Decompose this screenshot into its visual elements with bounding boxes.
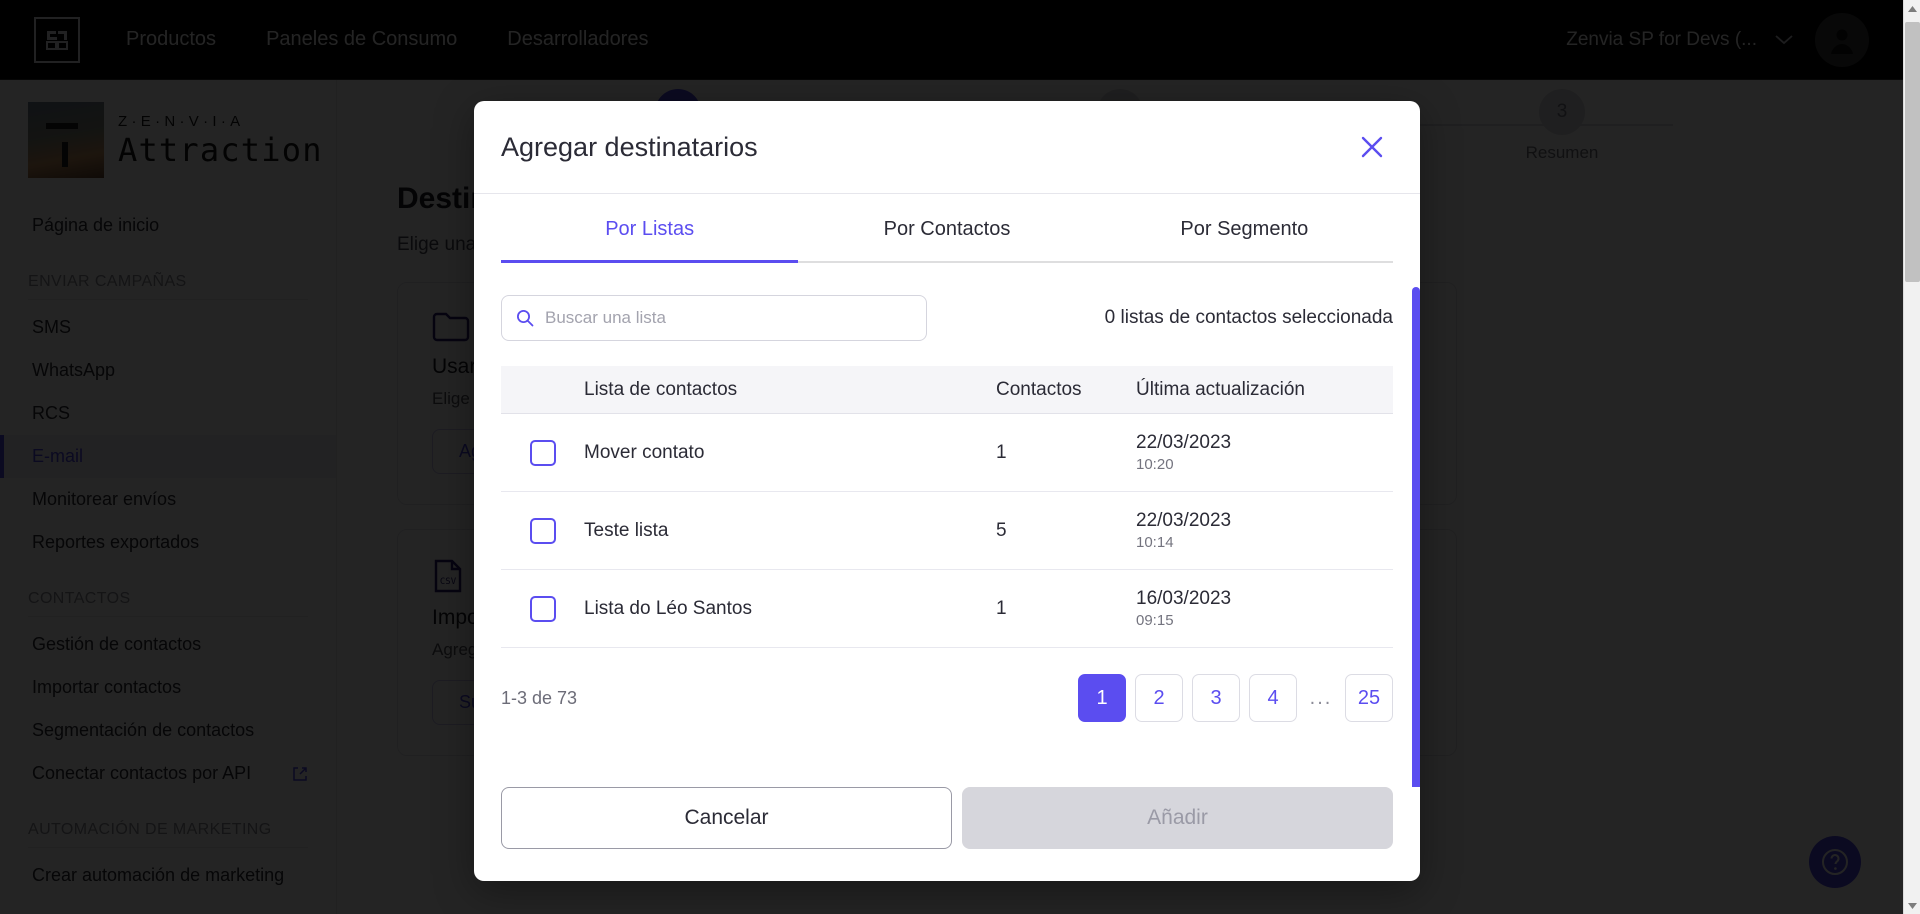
scroll-down-arrow-icon[interactable] <box>1904 897 1920 914</box>
table-cell-list-name: Teste lista <box>584 519 669 541</box>
modal-scrollbar-thumb[interactable] <box>1412 287 1420 787</box>
pagination-info: 1-3 de 73 <box>501 687 578 708</box>
pagination-ellipsis: ... <box>1309 686 1333 709</box>
table-header-contactos: Contactos <box>996 378 1082 400</box>
table-cell-checkbox <box>501 517 584 544</box>
table-cell-checkbox <box>501 439 584 466</box>
modal-body: Por Listas Por Contactos Por Segmento 0 … <box>474 194 1420 787</box>
contact-lists-table: Lista de contactos Contactos Última actu… <box>501 366 1393 648</box>
last-update-date: 16/03/2023 <box>1136 587 1232 609</box>
modal-footer: Cancelar Añadir <box>474 787 1420 881</box>
pagination-page-3[interactable]: 3 <box>1192 674 1240 722</box>
tab-por-contactos[interactable]: Por Contactos <box>883 218 1011 240</box>
row-checkbox[interactable] <box>529 595 556 622</box>
table-cell-checkbox <box>501 595 584 622</box>
agregar-destinatarios-modal: Agregar destinatarios Por Listas Por Con… <box>474 101 1420 881</box>
add-button: Añadir <box>962 787 1393 849</box>
search-box[interactable] <box>501 295 927 341</box>
table-row[interactable]: Mover contato 1 22/03/2023 10:20 <box>501 414 1393 492</box>
browser-scrollbar[interactable] <box>1903 0 1920 914</box>
pagination-page-2[interactable]: 2 <box>1135 674 1183 722</box>
pagination-page-1[interactable]: 1 <box>1078 674 1126 722</box>
pagination-page-4[interactable]: 4 <box>1249 674 1297 722</box>
table-cell-last-update: 22/03/2023 10:14 <box>1136 510 1393 552</box>
row-checkbox[interactable] <box>529 517 556 544</box>
table-cell-list-name: Mover contato <box>584 441 705 463</box>
tab-por-segmento[interactable]: Por Segmento <box>1180 218 1309 240</box>
search-input[interactable] <box>545 308 912 328</box>
table-header-row: Lista de contactos Contactos Última actu… <box>501 366 1393 414</box>
last-update-time: 10:20 <box>1136 456 1174 474</box>
pagination: 1-3 de 73 1 2 3 4 ... 25 <box>501 674 1393 722</box>
tab-por-listas[interactable]: Por Listas <box>501 194 799 263</box>
search-icon <box>517 310 534 327</box>
table-cell-list-name: Lista do Léo Santos <box>584 597 752 619</box>
close-icon[interactable] <box>1352 127 1392 167</box>
scroll-up-arrow-icon[interactable] <box>1904 0 1920 17</box>
row-checkbox[interactable] <box>529 439 556 466</box>
last-update-time: 10:14 <box>1136 534 1174 552</box>
selected-count-label: 0 listas de contactos seleccionada <box>1104 307 1393 328</box>
modal-header: Agregar destinatarios <box>474 101 1420 194</box>
cancel-button[interactable]: Cancelar <box>501 787 952 849</box>
pagination-page-last[interactable]: 25 <box>1345 674 1393 722</box>
pagination-pages: 1 2 3 4 ... 25 <box>1078 674 1393 722</box>
table-cell-last-update: 22/03/2023 10:20 <box>1136 432 1393 474</box>
last-update-date: 22/03/2023 <box>1136 431 1232 453</box>
modal-title: Agregar destinatarios <box>501 131 758 162</box>
table-cell-contact-count: 1 <box>996 597 1007 619</box>
table-row[interactable]: Teste lista 5 22/03/2023 10:14 <box>501 492 1393 570</box>
last-update-time: 09:15 <box>1136 612 1174 630</box>
table-header-ultima-actualizacion: Última actualización <box>1136 378 1305 400</box>
table-cell-contact-count: 5 <box>996 519 1007 541</box>
table-header-lista-de-contactos: Lista de contactos <box>584 378 738 400</box>
table-row[interactable]: Lista do Léo Santos 1 16/03/2023 09:15 <box>501 570 1393 648</box>
last-update-date: 22/03/2023 <box>1136 509 1232 531</box>
table-cell-last-update: 16/03/2023 09:15 <box>1136 588 1393 630</box>
filter-row: 0 listas de contactos seleccionada <box>501 295 1393 341</box>
modal-scrollbar[interactable] <box>1412 287 1420 787</box>
table-cell-contact-count: 1 <box>996 441 1007 463</box>
scrollbar-thumb[interactable] <box>1905 22 1920 282</box>
modal-tabs: Por Listas Por Contactos Por Segmento <box>501 194 1393 263</box>
